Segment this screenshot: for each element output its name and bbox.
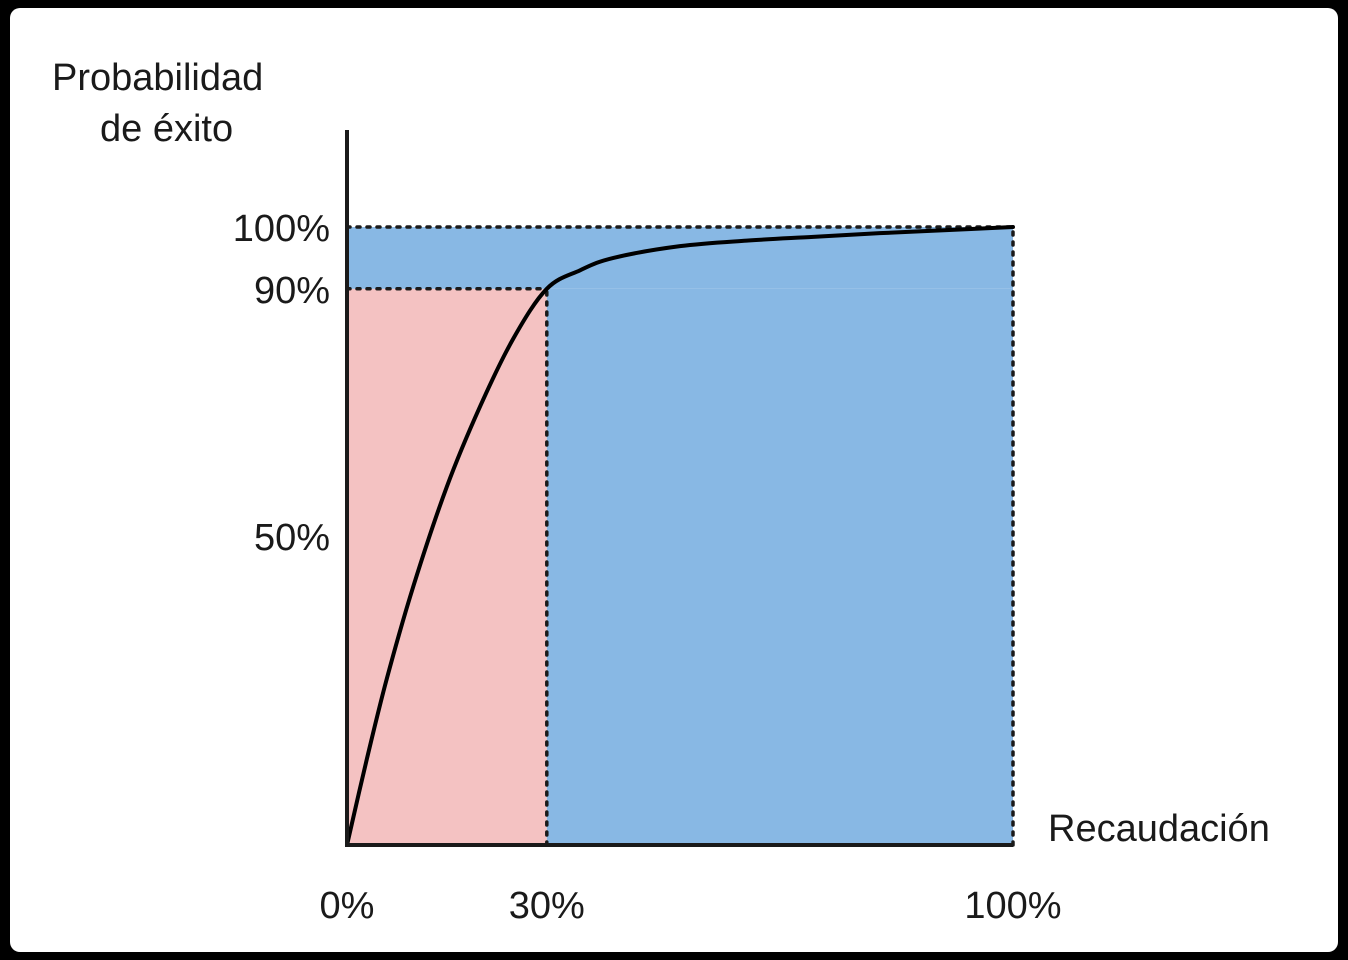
tick-labels-layer: 0% 30% 100% 50% 90% 100% <box>233 208 1062 927</box>
y-axis-title-line-1: Probabilidad <box>52 57 263 99</box>
x-tick-label-0: 0% <box>320 885 375 927</box>
region-1 <box>347 227 1013 289</box>
x-axis-title: Recaudación <box>1048 808 1270 850</box>
region-0 <box>347 288 547 845</box>
y-tick-label-2: 100% <box>233 208 330 250</box>
x-tick-label-2: 100% <box>964 885 1061 927</box>
y-tick-label-0: 50% <box>254 517 330 559</box>
chart-frame: 0% 30% 100% 50% 90% 100% Probabilidad de éxit… <box>10 8 1338 952</box>
reference-lines-layer <box>345 225 1015 847</box>
chart-plot: 0% 30% 100% 50% 90% 100% Probabilidad de éxit… <box>52 57 1270 927</box>
success-probability-curve <box>345 225 1015 847</box>
curve-layer <box>345 225 1015 847</box>
y-tick-label-1: 90% <box>254 270 330 312</box>
regions-layer <box>347 227 1013 845</box>
y-axis-title-line-2: de éxito <box>100 108 233 150</box>
axes-layer <box>345 130 1013 847</box>
region-2 <box>546 288 1013 845</box>
x-tick-label-1: 30% <box>509 885 585 927</box>
